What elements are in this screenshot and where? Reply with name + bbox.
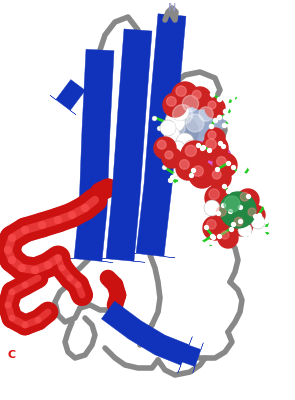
Circle shape [180, 160, 189, 169]
Circle shape [224, 196, 240, 212]
Circle shape [220, 192, 256, 228]
Circle shape [172, 82, 198, 108]
Circle shape [184, 140, 200, 156]
Circle shape [166, 98, 210, 142]
Circle shape [163, 93, 187, 117]
Polygon shape [50, 80, 85, 115]
Circle shape [171, 103, 189, 121]
Circle shape [205, 98, 225, 118]
Circle shape [154, 137, 176, 159]
Polygon shape [101, 301, 192, 373]
Circle shape [176, 86, 186, 96]
Circle shape [209, 167, 231, 189]
Circle shape [238, 223, 252, 237]
Circle shape [165, 151, 173, 159]
Circle shape [167, 96, 176, 106]
Circle shape [199, 107, 213, 121]
Circle shape [176, 156, 200, 180]
Circle shape [204, 200, 220, 216]
Circle shape [185, 145, 196, 156]
Circle shape [208, 131, 216, 139]
Polygon shape [63, 49, 114, 262]
Circle shape [189, 162, 215, 188]
Circle shape [221, 198, 235, 212]
Circle shape [248, 208, 256, 216]
Circle shape [206, 220, 216, 229]
Circle shape [251, 215, 265, 229]
Circle shape [189, 87, 211, 109]
Circle shape [186, 114, 204, 132]
Circle shape [160, 120, 176, 136]
Circle shape [189, 141, 217, 169]
Circle shape [212, 170, 221, 179]
Circle shape [194, 102, 226, 134]
Circle shape [193, 166, 203, 176]
Circle shape [217, 156, 226, 166]
Circle shape [208, 101, 216, 109]
Circle shape [231, 214, 253, 236]
Circle shape [188, 140, 232, 184]
Circle shape [221, 231, 229, 239]
Circle shape [205, 185, 231, 211]
Text: N: N [168, 3, 176, 13]
Circle shape [181, 141, 209, 169]
Circle shape [165, 112, 185, 132]
Circle shape [166, 116, 198, 148]
Circle shape [245, 205, 265, 225]
Circle shape [206, 139, 216, 149]
Polygon shape [148, 332, 203, 373]
Circle shape [240, 192, 249, 201]
Circle shape [177, 90, 213, 126]
Polygon shape [95, 29, 152, 262]
Circle shape [234, 217, 243, 226]
Circle shape [173, 105, 192, 124]
Polygon shape [125, 14, 186, 258]
Circle shape [164, 127, 180, 143]
Circle shape [182, 95, 199, 112]
Circle shape [157, 140, 166, 149]
Circle shape [213, 153, 237, 177]
Circle shape [205, 128, 225, 148]
Circle shape [176, 133, 194, 151]
Circle shape [180, 108, 220, 148]
Circle shape [171, 121, 185, 135]
Circle shape [213, 203, 237, 227]
Text: C: C [8, 350, 16, 360]
Circle shape [237, 189, 259, 211]
Circle shape [202, 135, 228, 161]
Circle shape [192, 90, 201, 99]
Circle shape [218, 228, 238, 248]
Circle shape [171, 141, 185, 155]
Circle shape [203, 216, 227, 240]
Circle shape [162, 148, 182, 168]
Circle shape [209, 189, 219, 199]
Circle shape [217, 206, 226, 216]
